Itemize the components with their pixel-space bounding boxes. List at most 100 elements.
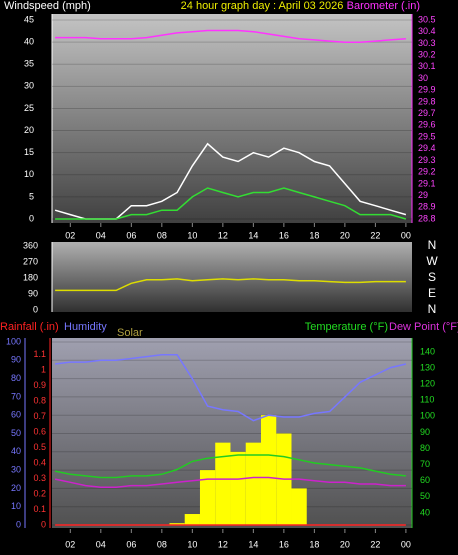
y-tick-label: 25 — [24, 103, 34, 113]
y2-tick-label: 110 — [420, 395, 434, 405]
y2-tick-label: 29.9 — [418, 85, 436, 95]
y2-tick-label: 50 — [420, 491, 430, 501]
x-tick-label: 00 — [401, 539, 411, 549]
y-tick-label: 40 — [11, 446, 21, 456]
y2-tick-label: 60 — [420, 475, 430, 485]
y2-tick-label: 30.4 — [418, 26, 436, 36]
y2-tick-label: 130 — [420, 362, 435, 372]
series-line — [54, 454, 406, 479]
y2-tick-label: 100 — [420, 411, 435, 421]
series-label: Humidity — [64, 321, 107, 333]
x-tick-label: 14 — [248, 230, 258, 240]
series-label: Barometer (.in) — [347, 0, 420, 12]
solar-bar — [169, 523, 185, 525]
series-label: Windspeed (mph) — [4, 0, 91, 12]
y-tick-label: 0 — [16, 519, 21, 529]
y3-tick-label: 0.5 — [33, 442, 46, 452]
solar-bar — [199, 470, 216, 525]
series-label: Rainfall (.in) — [0, 321, 59, 333]
y-tick-label: 15 — [24, 147, 34, 157]
x-tick-label: 02 — [65, 539, 75, 549]
y3-tick-label: 0.4 — [33, 457, 46, 467]
solar-bar — [230, 451, 246, 525]
y2-tick-label: 29.4 — [418, 143, 436, 153]
y2-tick-label: 29.5 — [418, 131, 436, 141]
x-tick-label: 08 — [157, 539, 167, 549]
y2-tick-label: 29.8 — [418, 96, 436, 106]
y-tick-label: 70 — [11, 391, 21, 401]
series-line — [55, 278, 406, 292]
series-label: Dew Point (°F) — [389, 321, 458, 333]
x-tick-label: 16 — [279, 539, 289, 549]
y3-tick-label: 1 — [41, 364, 46, 374]
solar-bar — [245, 442, 261, 525]
y2-tick-label: 40 — [420, 507, 430, 517]
y-tick-label: 20 — [24, 125, 34, 135]
y2-tick-label: 30.5 — [418, 14, 436, 24]
y-tick-label: 30 — [24, 81, 34, 91]
y2-tick-label: 29.1 — [418, 178, 436, 188]
y3-tick-label: 0.1 — [33, 504, 46, 514]
series-label: Temperature (°F) — [305, 321, 388, 333]
y-tick-label: 0 — [29, 213, 34, 223]
y-tick-label: 90 — [28, 288, 38, 298]
y-tick-label: 50 — [11, 428, 21, 438]
y2-tick-label: 120 — [420, 379, 435, 389]
y-tick-label: 270 — [23, 256, 38, 266]
plot-bg — [52, 242, 412, 312]
y-tick-label: 20 — [11, 483, 21, 493]
x-tick-label: 04 — [96, 539, 106, 549]
y-tick-label: 80 — [11, 373, 21, 383]
x-tick-label: 14 — [248, 539, 258, 549]
y2-tick-label: 30.2 — [418, 49, 436, 59]
y2-tick-label: 29.3 — [418, 155, 436, 165]
y3-tick-label: 1.1 — [33, 349, 46, 359]
x-tick-label: 20 — [340, 230, 350, 240]
x-tick-label: 12 — [218, 230, 228, 240]
y2-tick-label: 80 — [420, 443, 430, 453]
y2-tick-label: 30 — [418, 73, 428, 83]
y-tick-label: 360 — [23, 240, 38, 250]
series-line — [55, 29, 406, 43]
y3-tick-label: 0 — [41, 519, 46, 529]
x-tick-label: 06 — [126, 539, 136, 549]
y2-tick-label: 70 — [420, 459, 430, 469]
y-tick-label: 100 — [6, 336, 21, 346]
y2-tick-label: W — [426, 254, 438, 268]
x-tick-label: 06 — [126, 230, 136, 240]
y-tick-label: 40 — [24, 36, 34, 46]
y2-tick-label: 140 — [420, 346, 435, 356]
y3-tick-label: 0.6 — [33, 426, 46, 436]
x-tick-label: 00 — [401, 230, 411, 240]
x-tick-label: 12 — [218, 539, 228, 549]
y2-tick-label: 29 — [418, 190, 428, 200]
x-tick-label: 22 — [370, 539, 380, 549]
series-line — [54, 476, 406, 488]
y-tick-label: 60 — [11, 410, 21, 420]
x-tick-label: 08 — [157, 230, 167, 240]
y-tick-label: 180 — [23, 272, 38, 282]
y2-tick-label: 29.7 — [418, 108, 436, 118]
x-tick-label: 22 — [370, 230, 380, 240]
y2-tick-label: 28.9 — [418, 202, 436, 212]
y2-tick-label: 30.3 — [418, 38, 436, 48]
y3-tick-label: 0.8 — [33, 395, 46, 405]
chart-title: 24 hour graph day : April 03 2026 — [181, 0, 344, 12]
y2-tick-label: 28.8 — [418, 213, 436, 223]
plot-bg — [52, 14, 412, 223]
y3-tick-label: 0.2 — [33, 488, 46, 498]
y-tick-label: 10 — [11, 501, 21, 511]
y3-tick-label: 0.7 — [33, 411, 46, 421]
y2-tick-label: N — [428, 238, 437, 252]
x-tick-label: 16 — [279, 230, 289, 240]
y3-tick-label: 0.9 — [33, 380, 46, 390]
x-tick-label: 10 — [187, 539, 197, 549]
series-line — [55, 354, 407, 422]
y-tick-label: 10 — [24, 169, 34, 179]
x-tick-label: 04 — [96, 230, 106, 240]
x-tick-label: 18 — [309, 539, 319, 549]
solar-bar — [291, 488, 307, 525]
y3-tick-label: 0.3 — [33, 473, 46, 483]
y-tick-label: 35 — [24, 59, 34, 69]
x-tick-label: 02 — [65, 230, 75, 240]
